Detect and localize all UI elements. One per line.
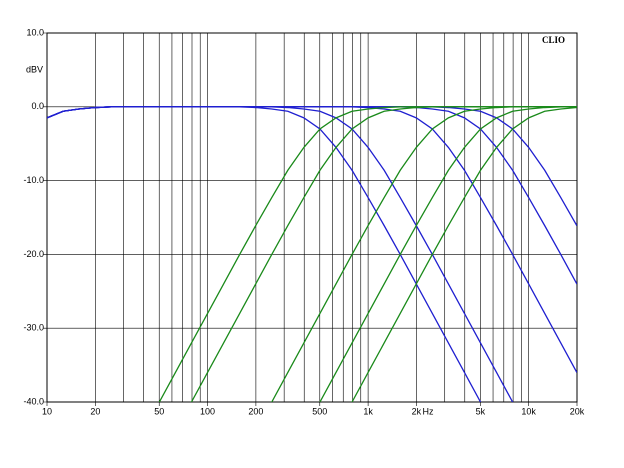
- y-unit-label: dBV: [26, 64, 43, 74]
- response-curve: [351, 106, 577, 402]
- x-tick-label: 200: [248, 406, 263, 416]
- x-tick-label: 1k: [363, 406, 373, 416]
- x-tick-label: 10: [42, 406, 52, 416]
- grid: [43, 32, 578, 406]
- x-tick-label: 500: [312, 406, 327, 416]
- x-tick-label: 10k: [521, 406, 536, 416]
- response-curve: [47, 106, 577, 226]
- y-tick-label: 10.0: [26, 27, 44, 37]
- x-tick-label: 20: [90, 406, 100, 416]
- x-tick-label: 2k: [412, 406, 422, 416]
- y-tick-label: -10.0: [23, 175, 44, 185]
- x-tick-label: 5k: [476, 406, 486, 416]
- plot-frame: [46, 32, 578, 403]
- lines: [47, 106, 577, 402]
- y-tick-label: -30.0: [23, 323, 44, 333]
- y-tick-label: -40.0: [23, 396, 44, 406]
- x-tick-label: 100: [200, 406, 215, 416]
- response-curve: [319, 106, 577, 402]
- brand-label: CLIO: [542, 35, 565, 45]
- x-unit-label: Hz: [423, 406, 434, 416]
- response-curve: [271, 106, 577, 402]
- y-tick-label: -20.0: [23, 249, 44, 259]
- x-tick-label: 50: [154, 406, 164, 416]
- x-tick-label: 20k: [570, 406, 585, 416]
- y-tick-label: 0.0: [31, 101, 44, 111]
